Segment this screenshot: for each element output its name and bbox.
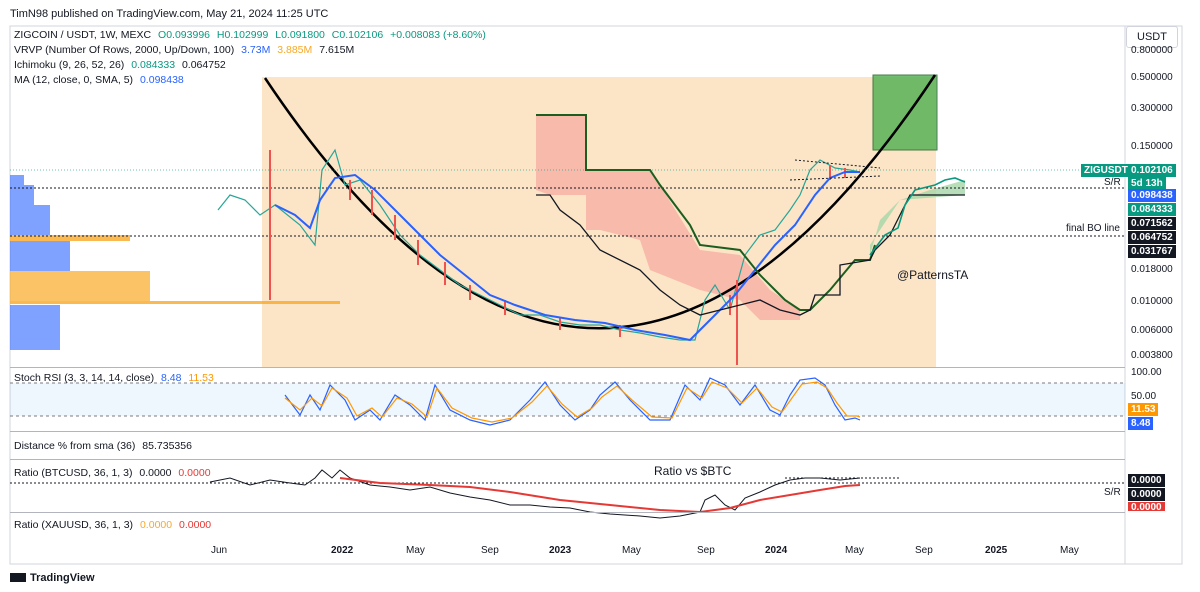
ratio-btc-legend[interactable]: Ratio (BTCUSD, 36, 1, 3) 0.0000 0.0000 xyxy=(14,467,211,479)
distance-legend[interactable]: Distance % from sma (36) 85.735356 xyxy=(14,440,192,452)
price-tick: 0.150000 xyxy=(1131,141,1173,152)
time-tick: May xyxy=(845,545,864,556)
tradingview-logo-icon xyxy=(10,573,26,582)
low-value: L0.091800 xyxy=(275,29,325,41)
open-value: O0.093996 xyxy=(158,29,210,41)
volume-profile xyxy=(10,175,340,350)
time-tick: Sep xyxy=(915,545,933,556)
price-tick: 0.500000 xyxy=(1131,72,1173,83)
time-tick: May xyxy=(622,545,641,556)
stoch-d-tag: 11.53 xyxy=(1128,403,1159,416)
ma-value: 0.098438 xyxy=(139,74,184,86)
price-tick: 0.800000 xyxy=(1131,45,1173,56)
watermark-text: @PatternsTA xyxy=(897,268,969,282)
ichimoku-label: Ichimoku (9, 26, 52, 26) xyxy=(14,59,125,71)
price-tick: 0.018000 xyxy=(1131,264,1173,275)
countdown-tag: 5d 13h xyxy=(1128,177,1166,190)
stoch-tick: 100.00 xyxy=(1131,367,1162,378)
ratio-btc-label: Ratio (BTCUSD, 36, 1, 3) xyxy=(14,467,133,479)
price-tick: 0.003800 xyxy=(1131,350,1173,361)
ratio-btc-ma xyxy=(339,477,861,514)
stoch-label: Stoch RSI (3, 3, 14, 14, close) xyxy=(14,372,155,384)
vrvp-down: 3.885M xyxy=(277,44,313,56)
ichimoku-a: 0.084333 xyxy=(131,59,176,71)
price-tick: 0.010000 xyxy=(1131,296,1173,307)
stoch-k-line xyxy=(284,377,861,426)
last-price-tag: 0.102106 xyxy=(1128,164,1176,177)
time-tick: May xyxy=(406,545,425,556)
ichimoku-span-future xyxy=(869,177,966,256)
ratio-xau-b: 0.0000 xyxy=(179,519,212,531)
ratio-tag: 0.0000 xyxy=(1128,502,1165,511)
distance-value: 85.735356 xyxy=(142,440,192,452)
time-tick: May xyxy=(1060,545,1079,556)
ma-price-tag: 0.098438 xyxy=(1128,189,1176,202)
vrvp-up: 3.73M xyxy=(241,44,271,56)
ratio-tag: 0.0000 xyxy=(1128,488,1165,501)
publish-line: TimN98 published on TradingView.com, May… xyxy=(10,8,329,20)
vrvp-label: VRVP (Number Of Rows, 2000, Up/Down, 100… xyxy=(14,44,235,56)
stoch-tick: 50.00 xyxy=(1131,391,1157,402)
final-bo-tag: 0.031767 xyxy=(1128,245,1176,258)
sr2-label: S/R xyxy=(1104,487,1121,498)
ichimoku-legend[interactable]: Ichimoku (9, 26, 52, 26) 0.084333 0.0647… xyxy=(14,59,226,71)
ichimoku-b-tag: 0.064752 xyxy=(1128,231,1176,244)
price-tick: 0.300000 xyxy=(1131,103,1173,114)
pane-separator-3 xyxy=(10,459,1125,460)
cup-curve xyxy=(263,74,937,330)
main-legend: ZIGCOIN / USDT, 1W, MEXC O0.093996 H0.10… xyxy=(14,29,486,41)
time-tick: 2024 xyxy=(765,545,788,556)
ichimoku-leading-span xyxy=(536,114,876,311)
ichimoku-cloud-red xyxy=(536,115,800,320)
time-tick: Sep xyxy=(697,545,715,556)
ratio-btc-b: 0.0000 xyxy=(178,467,211,479)
vrvp-total: 7.615M xyxy=(319,44,355,56)
ma-legend[interactable]: MA (12, close, 0, SMA, 5) 0.098438 xyxy=(14,74,184,86)
stoch-band xyxy=(10,383,1125,416)
ma-label: MA (12, close, 0, SMA, 5) xyxy=(14,74,134,86)
ratio-xau-label: Ratio (XAUUSD, 36, 1, 3) xyxy=(14,519,134,531)
time-tick: 2022 xyxy=(331,545,354,556)
tradingview-brand[interactable]: TradingView xyxy=(30,572,95,584)
pennant-bottom xyxy=(789,175,881,181)
time-tick: Sep xyxy=(481,545,499,556)
stoch-k-tag: 8.48 xyxy=(1128,417,1154,430)
ichimoku-base-line xyxy=(536,194,965,316)
ratio-tag: 0.0000 xyxy=(1128,474,1165,487)
ratio-xau-legend[interactable]: Ratio (XAUUSD, 36, 1, 3) 0.0000 0.0000 xyxy=(14,519,211,531)
symbol-label[interactable]: ZIGCOIN / USDT, 1W, MEXC xyxy=(14,29,152,41)
stoch-d-line xyxy=(284,381,861,423)
vrvp-legend[interactable]: VRVP (Number Of Rows, 2000, Up/Down, 100… xyxy=(14,44,354,56)
time-tick: 2025 xyxy=(985,545,1008,556)
time-tick: Jun xyxy=(211,545,228,556)
time-tick: 2023 xyxy=(549,545,572,556)
distance-label: Distance % from sma (36) xyxy=(14,440,136,452)
ratio-title: Ratio vs $BTC xyxy=(654,464,732,478)
stoch-k: 8.48 xyxy=(161,372,182,384)
symbol-tag: ZIGUSDT xyxy=(1081,164,1131,177)
stoch-legend[interactable]: Stoch RSI (3, 3, 14, 14, close) 8.48 11.… xyxy=(14,372,214,384)
pane-separator-2 xyxy=(10,431,1125,432)
close-value: C0.102106 xyxy=(331,29,384,41)
stoch-d: 11.53 xyxy=(188,372,214,384)
pane-separator-4 xyxy=(10,512,1125,513)
ratio-btc-a: 0.0000 xyxy=(139,467,172,479)
ratio-xau-a: 0.0000 xyxy=(139,519,173,531)
final-bo-label: final BO line xyxy=(1066,223,1120,234)
change-value: +0.008083 (+8.60%) xyxy=(390,29,486,41)
ichimoku-b: 0.064752 xyxy=(181,59,226,71)
ratio-btc-line xyxy=(209,469,861,519)
ma-line xyxy=(274,171,860,342)
high-value: H0.102999 xyxy=(216,29,269,41)
sr-price-tag: 0.071562 xyxy=(1128,217,1176,230)
sr-label: S/R xyxy=(1104,177,1121,188)
pane-separator-1 xyxy=(10,367,1125,368)
price-tick: 0.006000 xyxy=(1131,325,1173,336)
ichimoku-a-tag: 0.084333 xyxy=(1128,203,1176,216)
bear-candles xyxy=(269,150,846,365)
